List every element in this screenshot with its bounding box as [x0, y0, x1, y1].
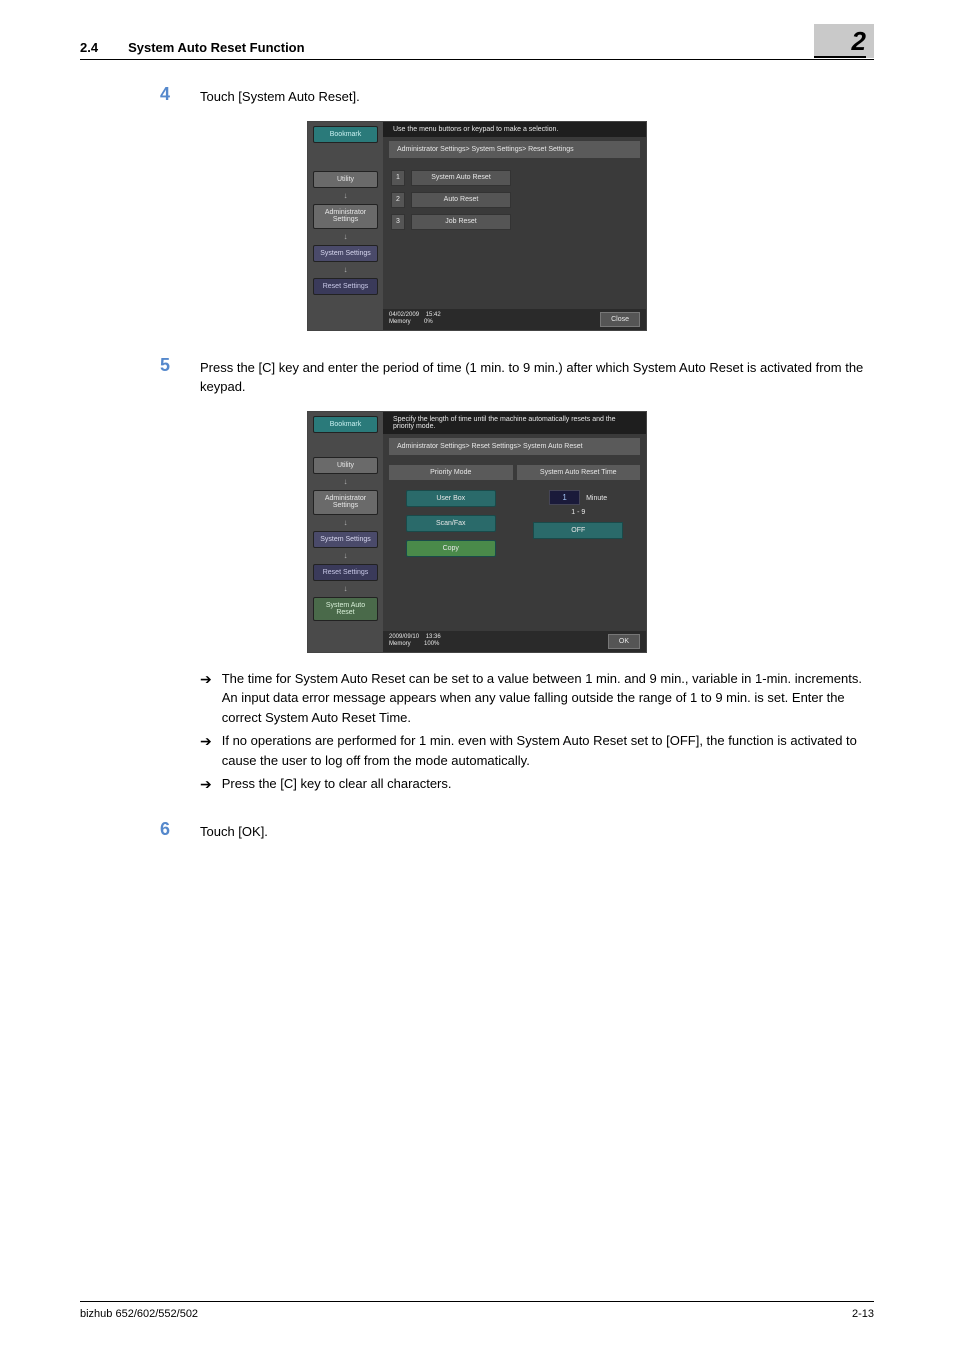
- footer-time: 15:42: [426, 312, 441, 318]
- panel-footer: 04/02/2009 15:42 Memory 0% Close: [383, 309, 646, 330]
- ok-button[interactable]: OK: [608, 634, 640, 649]
- menu-number: 2: [391, 192, 405, 208]
- system-settings-button[interactable]: System Settings: [313, 245, 378, 262]
- arrow-down-icon: ↓: [344, 519, 348, 527]
- breadcrumb: Administrator Settings> System Settings>…: [389, 141, 640, 158]
- arrow-icon: ➔: [200, 774, 212, 795]
- panel-sidebar: Bookmark Utility ↓ Administrator Setting…: [308, 412, 383, 652]
- chapter-number: 2: [814, 28, 866, 58]
- reset-settings-button[interactable]: Reset Settings: [313, 564, 378, 581]
- section-title: System Auto Reset Function: [128, 40, 874, 55]
- menu-item-2[interactable]: 2 Auto Reset: [391, 192, 638, 208]
- control-panel-1: Bookmark Utility ↓ Administrator Setting…: [307, 121, 647, 331]
- menu-label: Auto Reset: [411, 192, 511, 208]
- panel-sidebar: Bookmark Utility ↓ Administrator Setting…: [308, 122, 383, 330]
- menu-item-3[interactable]: 3 Job Reset: [391, 214, 638, 230]
- step-text: Touch [System Auto Reset].: [200, 84, 360, 107]
- footer-pct: 100%: [424, 641, 439, 647]
- panel-body: Bookmark Utility ↓ Administrator Setting…: [308, 412, 646, 652]
- panel-footer: 2009/09/10 13:36 Memory 100% OK: [383, 631, 646, 652]
- footer-memory: Memory: [389, 319, 411, 325]
- bookmark-button[interactable]: Bookmark: [313, 416, 378, 433]
- utility-button[interactable]: Utility: [313, 457, 378, 474]
- step-text: Touch [OK].: [200, 819, 268, 842]
- menu-item-1[interactable]: 1 System Auto Reset: [391, 170, 638, 186]
- step-5: 5 Press the [C] key and enter the period…: [160, 355, 874, 397]
- screenshot-2: Bookmark Utility ↓ Administrator Setting…: [80, 411, 874, 653]
- footer-date: 04/02/2009: [389, 312, 419, 318]
- bullet-text: If no operations are performed for 1 min…: [222, 731, 874, 770]
- panel-menu: 1 System Auto Reset 2 Auto Reset 3 Job R…: [383, 162, 646, 309]
- arrow-down-icon: ↓: [344, 552, 348, 560]
- step-4: 4 Touch [System Auto Reset].: [160, 84, 874, 107]
- bullet-item: ➔ The time for System Auto Reset can be …: [200, 669, 874, 728]
- footer-page: 2-13: [852, 1308, 874, 1320]
- arrow-down-icon: ↓: [344, 478, 348, 486]
- step-text: Press the [C] key and enter the period o…: [200, 355, 874, 397]
- reset-settings-button[interactable]: Reset Settings: [313, 278, 378, 295]
- arrow-down-icon: ↓: [344, 585, 348, 593]
- step-number: 4: [160, 84, 200, 107]
- arrow-down-icon: ↓: [344, 233, 348, 241]
- close-button[interactable]: Close: [600, 312, 640, 327]
- menu-number: 3: [391, 214, 405, 230]
- menu-label: System Auto Reset: [411, 170, 511, 186]
- priority-mode-column: Priority Mode User Box Scan/Fax Copy: [389, 465, 513, 565]
- step-6: 6 Touch [OK].: [160, 819, 874, 842]
- admin-settings-button[interactable]: Administrator Settings: [313, 204, 378, 229]
- footer-memory: Memory: [389, 641, 411, 647]
- off-button[interactable]: OFF: [533, 522, 623, 539]
- column-header: Priority Mode: [389, 465, 513, 480]
- arrow-down-icon: ↓: [344, 192, 348, 200]
- screenshot-1: Bookmark Utility ↓ Administrator Setting…: [80, 121, 874, 331]
- breadcrumb: Administrator Settings> Reset Settings> …: [389, 438, 640, 455]
- bullet-item: ➔ If no operations are performed for 1 m…: [200, 731, 874, 770]
- time-range: 1 - 9: [517, 509, 641, 516]
- step-number: 5: [160, 355, 200, 397]
- bullet-text: Press the [C] key to clear all character…: [222, 774, 452, 795]
- bullet-list: ➔ The time for System Auto Reset can be …: [200, 669, 874, 796]
- bookmark-button[interactable]: Bookmark: [313, 126, 378, 143]
- panel-main: Specify the length of time until the mac…: [383, 412, 646, 652]
- copy-button[interactable]: Copy: [406, 540, 496, 557]
- scan-fax-button[interactable]: Scan/Fax: [406, 515, 496, 532]
- footer-pct: 0%: [424, 319, 433, 325]
- system-settings-button[interactable]: System Settings: [313, 531, 378, 548]
- control-panel-2: Bookmark Utility ↓ Administrator Setting…: [307, 411, 647, 653]
- panel-columns: Priority Mode User Box Scan/Fax Copy Sys…: [383, 459, 646, 571]
- panel-body: Bookmark Utility ↓ Administrator Setting…: [308, 122, 646, 330]
- footer-model: bizhub 652/602/552/502: [80, 1308, 198, 1320]
- arrow-down-icon: ↓: [344, 266, 348, 274]
- system-auto-reset-button[interactable]: System Auto Reset: [313, 597, 378, 621]
- footer-date: 2009/09/10: [389, 634, 419, 640]
- footer-info: 2009/09/10 13:36 Memory 100%: [389, 634, 608, 647]
- admin-settings-button[interactable]: Administrator Settings: [313, 490, 378, 515]
- reset-time-column: System Auto Reset Time 1 Minute 1 - 9 OF…: [517, 465, 641, 565]
- panel-header-text: Specify the length of time until the mac…: [383, 412, 646, 434]
- arrow-icon: ➔: [200, 669, 212, 728]
- page-footer: bizhub 652/602/552/502 2-13: [80, 1301, 874, 1320]
- utility-button[interactable]: Utility: [313, 171, 378, 188]
- user-box-button[interactable]: User Box: [406, 490, 496, 507]
- bullet-text: The time for System Auto Reset can be se…: [222, 669, 874, 728]
- menu-number: 1: [391, 170, 405, 186]
- time-display: 1 Minute: [517, 490, 641, 505]
- footer-time: 13:36: [426, 634, 441, 640]
- panel-header-text: Use the menu buttons or keypad to make a…: [383, 122, 646, 137]
- page-header: 2.4 System Auto Reset Function: [80, 40, 874, 60]
- bullet-item: ➔ Press the [C] key to clear all charact…: [200, 774, 874, 795]
- panel-main: Use the menu buttons or keypad to make a…: [383, 122, 646, 330]
- section-number: 2.4: [80, 40, 98, 55]
- column-header: System Auto Reset Time: [517, 465, 641, 480]
- time-unit: Minute: [586, 495, 607, 502]
- chapter-badge: 2: [814, 24, 874, 58]
- time-value: 1: [549, 490, 579, 505]
- footer-info: 04/02/2009 15:42 Memory 0%: [389, 312, 600, 325]
- menu-label: Job Reset: [411, 214, 511, 230]
- arrow-icon: ➔: [200, 731, 212, 770]
- step-number: 6: [160, 819, 200, 842]
